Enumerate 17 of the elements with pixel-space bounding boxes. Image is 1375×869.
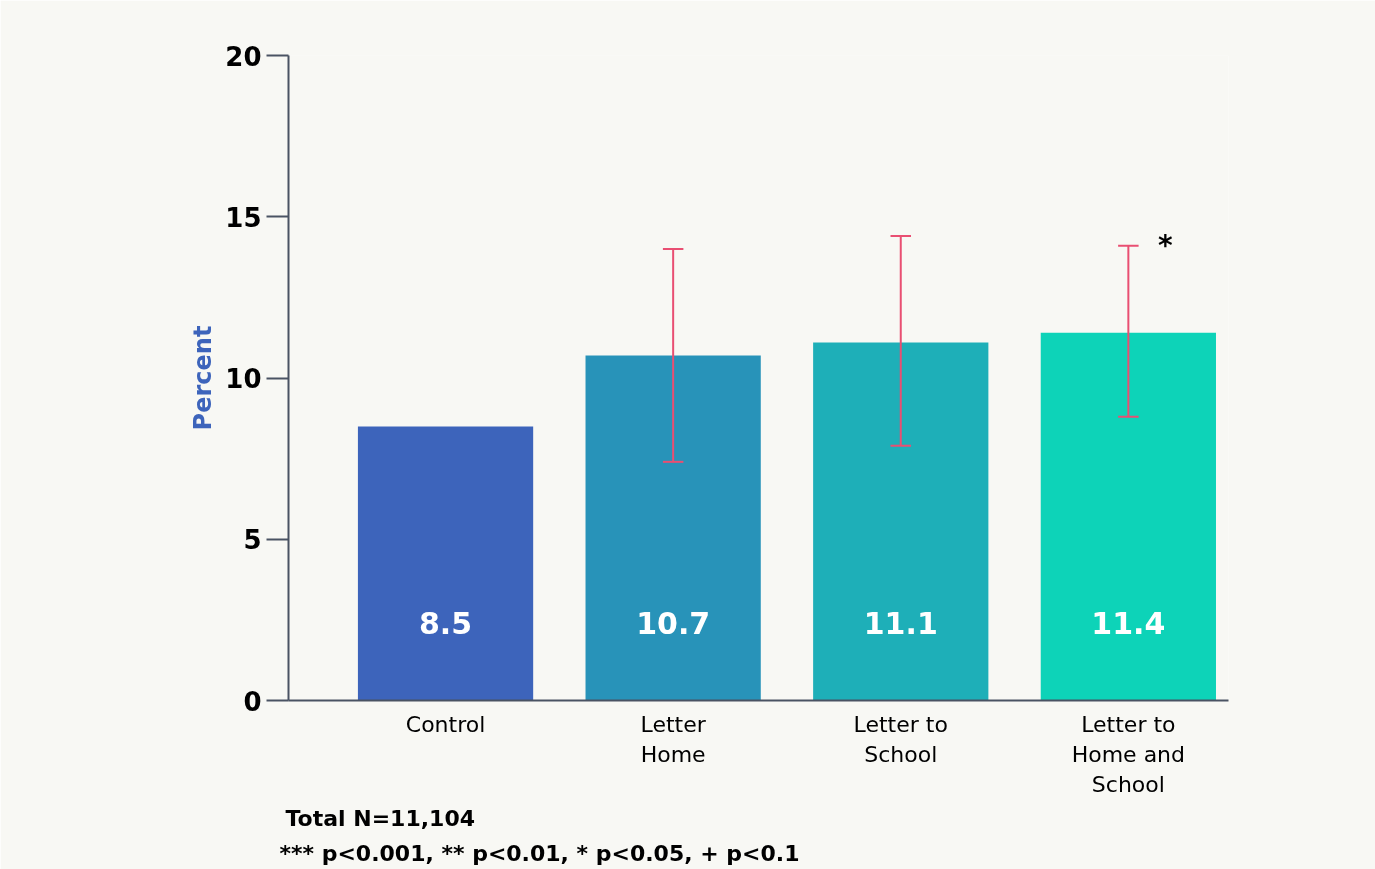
text: Total N=11,104	[285, 805, 476, 831]
data-label: 11.4	[1091, 606, 1166, 642]
y-tick-label: 0	[243, 686, 262, 717]
annotation: *	[1157, 229, 1173, 263]
x-tick-label: Letter Home	[640, 711, 707, 767]
data-label: 8.5	[418, 606, 473, 642]
y-tick-label: 10	[225, 364, 262, 394]
x-tick-label: Letter to School	[853, 711, 948, 767]
y-axis-title: Percent	[189, 325, 218, 431]
y-tick-label: 15	[225, 202, 262, 233]
data-label: 10.7	[636, 606, 711, 642]
data-label: 11.1	[863, 606, 938, 642]
y-tick-label: 20	[225, 41, 262, 72]
x-tick-label: Letter to Home and School	[1071, 711, 1186, 797]
y-tick-label: 5	[243, 525, 262, 556]
x-tick-label: Control	[405, 711, 486, 737]
text: *** p<0.001, ** p<0.01, * p<0.05, + p<0.1	[279, 840, 800, 866]
